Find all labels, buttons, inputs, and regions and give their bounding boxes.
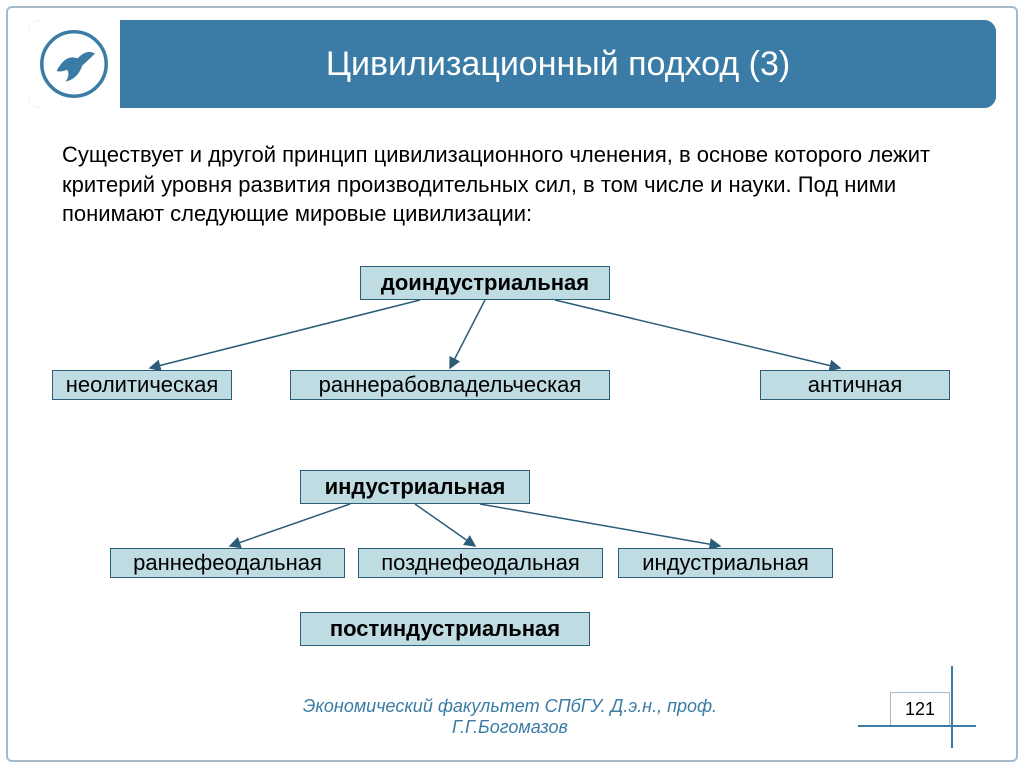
node-early-feudal: раннефеодальная bbox=[110, 548, 345, 578]
node-label: позднефеодальная bbox=[381, 550, 579, 576]
intro-paragraph-text: Существует и другой принцип цивилизацион… bbox=[62, 142, 930, 226]
node-label: неолитическая bbox=[66, 372, 219, 398]
logo-box bbox=[28, 20, 120, 108]
node-antique: античная bbox=[760, 370, 950, 400]
footer-line2: Г.Г.Богомазов bbox=[230, 717, 790, 738]
page-number-value: 121 bbox=[905, 699, 935, 720]
slide-title: Цивилизационный подход (3) bbox=[120, 20, 996, 108]
bird-logo-icon bbox=[39, 29, 109, 99]
node-label: раннерабовладельческая bbox=[319, 372, 582, 398]
footer-attribution: Экономический факультет СПбГУ. Д.э.н., п… bbox=[230, 696, 790, 738]
node-industrial-sub: индустриальная bbox=[618, 548, 833, 578]
intro-paragraph: Существует и другой принцип цивилизацион… bbox=[62, 140, 962, 229]
slide-title-text: Цивилизационный подход (3) bbox=[326, 45, 790, 84]
node-industrial: индустриальная bbox=[300, 470, 530, 504]
node-label: раннефеодальная bbox=[133, 550, 322, 576]
node-label: постиндустриальная bbox=[330, 616, 560, 642]
node-postindustrial: постиндустриальная bbox=[300, 612, 590, 646]
node-neolithic: неолитическая bbox=[52, 370, 232, 400]
node-label: индустриальная bbox=[325, 474, 506, 500]
node-early-slave: раннерабовладельческая bbox=[290, 370, 610, 400]
footer-line1: Экономический факультет СПбГУ. Д.э.н., п… bbox=[230, 696, 790, 717]
node-late-feudal: позднефеодальная bbox=[358, 548, 603, 578]
node-label: античная bbox=[808, 372, 903, 398]
title-bar: Цивилизационный подход (3) bbox=[28, 20, 996, 108]
page-number: 121 bbox=[890, 692, 950, 726]
node-label: индустриальная bbox=[642, 550, 808, 576]
node-label: доиндустриальная bbox=[381, 270, 589, 296]
node-preindustrial: доиндустриальная bbox=[360, 266, 610, 300]
